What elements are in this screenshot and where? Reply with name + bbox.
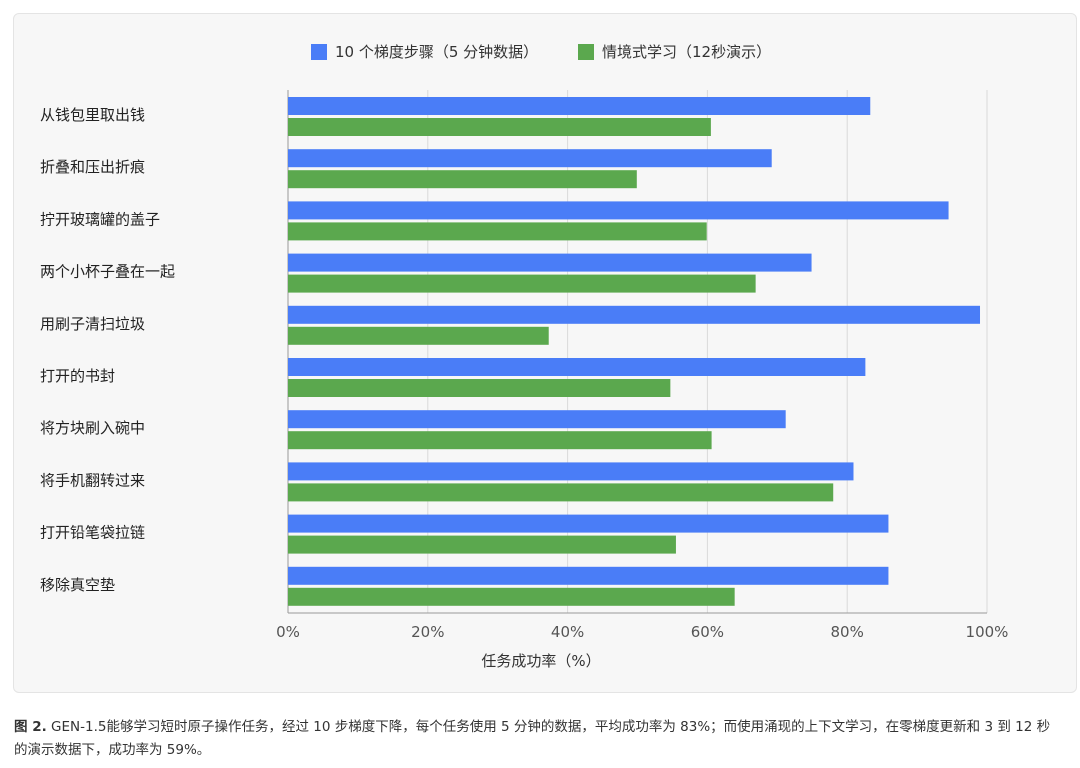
y-category-label: 拧开玻璃罐的盖子 — [40, 210, 160, 228]
y-category-label: 打开铅笔袋拉链 — [40, 524, 145, 542]
bar-in-context — [288, 326, 549, 345]
y-category-label: 将方块刷入碗中 — [40, 419, 145, 437]
bar-gradient — [288, 358, 866, 376]
bar-gradient — [288, 566, 889, 585]
figure-caption: 图 2. GEN-1.5能够学习短时原子操作任务，经过 10 步梯度下降，每个任… — [14, 716, 1054, 762]
y-category-label: 折叠和压出折痕 — [40, 158, 145, 176]
bar-in-context — [288, 170, 637, 189]
legend-label: 10 个梯度步骤（5 分钟数据） — [335, 43, 538, 61]
bar-gradient — [288, 253, 812, 272]
caption-label: 图 2. — [14, 719, 47, 735]
y-category-label: 从钱包里取出钱 — [40, 106, 145, 124]
bars — [288, 97, 981, 606]
bar-gradient — [288, 201, 949, 220]
x-tick-label: 40% — [551, 623, 584, 641]
bar-in-context — [288, 587, 735, 606]
bar-in-context — [288, 379, 671, 397]
y-axis-labels: 从钱包里取出钱折叠和压出折痕拧开玻璃罐的盖子两个小杯子叠在一起用刷子清扫垃圾打开… — [40, 106, 175, 594]
y-category-label: 移除真空垫 — [40, 576, 115, 594]
bar-in-context — [288, 118, 711, 136]
bar-gradient — [288, 514, 889, 533]
legend-swatch — [578, 44, 594, 60]
legend-swatch — [311, 44, 327, 60]
bar-gradient — [288, 305, 981, 324]
bar-in-context — [288, 431, 712, 450]
x-tick-label: 60% — [691, 623, 724, 641]
bar-gradient — [288, 410, 786, 429]
grid — [287, 90, 988, 614]
bar-gradient — [288, 97, 871, 115]
x-tick-label: 100% — [966, 623, 1009, 641]
bar-gradient — [288, 462, 854, 481]
y-category-label: 两个小杯子叠在一起 — [40, 263, 175, 281]
x-tick-label: 80% — [831, 623, 864, 641]
bar-in-context — [288, 483, 834, 502]
x-axis-ticks: 0% 20% 40% 60% 80% 100% — [276, 623, 1008, 641]
bar-in-context — [288, 222, 707, 241]
x-tick-label: 0% — [276, 623, 300, 641]
y-category-label: 打开的书封 — [40, 367, 115, 385]
legend: 10 个梯度步骤（5 分钟数据） 情境式学习（12秒演示） — [311, 43, 771, 61]
bar-gradient — [288, 149, 772, 168]
caption-text: GEN-1.5能够学习短时原子操作任务，经过 10 步梯度下降，每个任务使用 5… — [14, 719, 1051, 758]
bar-chart: 10 个梯度步骤（5 分钟数据） 情境式学习（12秒演示） 从钱包里取出钱折叠和压… — [40, 43, 1008, 670]
y-category-label: 将手机翻转过来 — [40, 471, 145, 489]
y-category-label: 用刷子清扫垃圾 — [40, 315, 145, 333]
bar-in-context — [288, 274, 756, 293]
bar-in-context — [288, 535, 676, 554]
x-tick-label: 20% — [411, 623, 444, 641]
x-axis-title: 任务成功率（%） — [481, 652, 600, 670]
legend-label: 情境式学习（12秒演示） — [602, 43, 771, 61]
